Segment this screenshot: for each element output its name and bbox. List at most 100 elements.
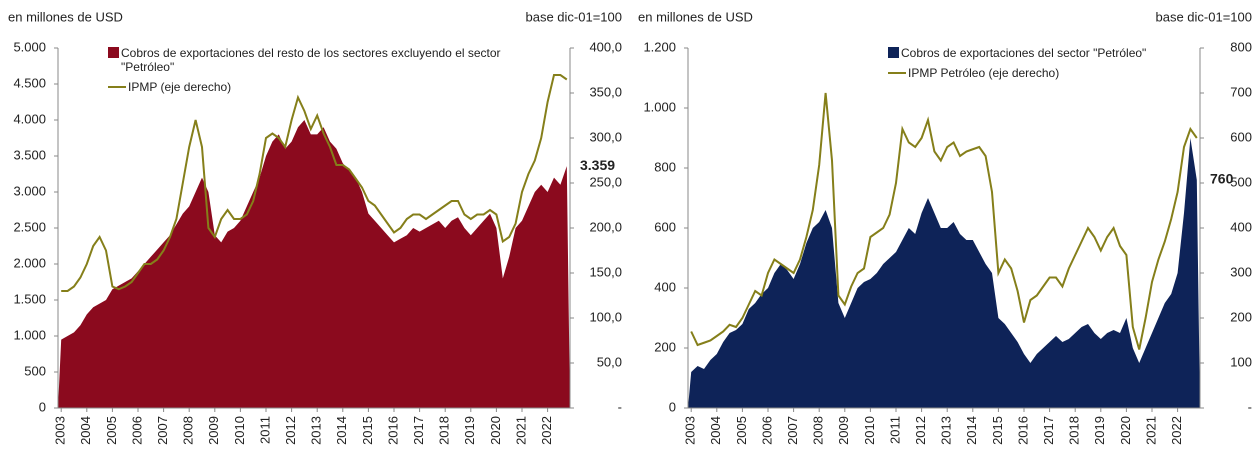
y2-tick-label: 400 <box>1230 219 1252 234</box>
y-tick-label: 0 <box>39 399 46 414</box>
x-tick-label: 2005 <box>734 416 749 445</box>
y-tick-label: 3.000 <box>13 183 46 198</box>
y2-tick-label: 200,0 <box>589 219 622 234</box>
x-tick-label: 2008 <box>181 416 196 445</box>
y-tick-label: 4.500 <box>13 75 46 90</box>
x-tick-label: 2022 <box>1169 416 1184 445</box>
x-tick-label: 2010 <box>862 416 877 445</box>
x-tick-label: 2018 <box>1067 416 1082 445</box>
legend-swatch <box>108 47 119 58</box>
x-tick-label: 2008 <box>811 416 826 445</box>
legend-item: Cobros de exportaciones del resto de los… <box>108 46 553 74</box>
y-tick-label: 500 <box>24 363 46 378</box>
x-tick-label: 2021 <box>1143 416 1158 445</box>
x-tick-label: 2007 <box>785 416 800 445</box>
x-tick-label: 2020 <box>1118 416 1133 445</box>
x-tick-label: 2012 <box>283 416 298 445</box>
x-tick-label: 2011 <box>887 416 902 444</box>
y-tick-label: 1.200 <box>643 39 676 54</box>
y-tick-label: 1.000 <box>13 327 46 342</box>
x-tick-label: 2007 <box>155 416 170 445</box>
y2-tick-label: 50,0 <box>597 354 622 369</box>
y2-tick-label: - <box>1248 399 1252 414</box>
y-tick-label: 2.000 <box>13 255 46 270</box>
y-tick-label: 200 <box>654 339 676 354</box>
y2-axis-title: base dic-01=100 <box>526 9 623 24</box>
y2-tick-label: 400,0 <box>589 39 622 54</box>
y2-tick-label: 350,0 <box>589 84 622 99</box>
x-tick-label: 2009 <box>206 416 221 445</box>
y-tick-label: 400 <box>654 279 676 294</box>
y2-axis-title: base dic-01=100 <box>1156 9 1253 24</box>
x-tick-label: 2019 <box>462 416 477 445</box>
x-tick-label: 2015 <box>360 416 375 445</box>
y2-tick-label: 250,0 <box>589 174 622 189</box>
x-tick-label: 2012 <box>913 416 928 445</box>
x-tick-label: 2013 <box>309 416 324 445</box>
legend-item: IPMP Petróleo (eje derecho) <box>888 66 1188 80</box>
x-tick-label: 2011 <box>257 416 272 444</box>
x-tick-label: 2019 <box>1092 416 1107 445</box>
y-tick-label: 1.000 <box>643 99 676 114</box>
legend: Cobros de exportaciones del sector "Petr… <box>888 46 1188 86</box>
x-tick-label: 2006 <box>759 416 774 445</box>
y2-tick-label: - <box>618 399 622 414</box>
legend-label: Cobros de exportaciones del resto de los… <box>121 46 501 74</box>
x-tick-label: 2021 <box>513 416 528 445</box>
y-axis-title: en millones de USD <box>8 9 123 24</box>
x-tick-label: 2009 <box>836 416 851 445</box>
x-tick-label: 2016 <box>1015 416 1030 445</box>
y-tick-label: 2.500 <box>13 219 46 234</box>
line <box>690 92 1198 350</box>
y2-tick-label: 100 <box>1230 354 1252 369</box>
y-tick-label: 800 <box>654 159 676 174</box>
y-tick-label: 1.500 <box>13 291 46 306</box>
y-tick-label: 0 <box>669 399 676 414</box>
legend-label: IPMP (eje derecho) <box>128 80 232 94</box>
legend-label: IPMP Petróleo (eje derecho) <box>908 66 1060 80</box>
y-tick-label: 600 <box>654 219 676 234</box>
y-tick-label: 5.000 <box>13 39 46 54</box>
y2-tick-label: 100,0 <box>589 309 622 324</box>
x-tick-label: 2005 <box>104 416 119 445</box>
x-tick-label: 2013 <box>939 416 954 445</box>
y-axis-title: en millones de USD <box>638 9 753 24</box>
y2-tick-label: 300 <box>1230 264 1252 279</box>
x-tick-label: 2004 <box>708 416 723 445</box>
y2-tick-label: 800 <box>1230 39 1252 54</box>
y-tick-label: 3.500 <box>13 147 46 162</box>
x-tick-label: 2020 <box>488 416 503 445</box>
x-tick-label: 2004 <box>78 416 93 445</box>
y2-tick-label: 300,0 <box>589 129 622 144</box>
legend-swatch <box>888 72 906 74</box>
x-tick-label: 2022 <box>539 416 554 445</box>
x-tick-label: 2014 <box>964 416 979 445</box>
legend-item: Cobros de exportaciones del sector "Petr… <box>888 46 1188 60</box>
annotation: 760 <box>1210 171 1234 187</box>
area <box>58 120 570 408</box>
legend-swatch <box>888 47 899 58</box>
y2-tick-label: 150,0 <box>589 264 622 279</box>
x-tick-label: 2006 <box>129 416 144 445</box>
x-tick-label: 2015 <box>990 416 1005 445</box>
x-tick-label: 2003 <box>53 416 68 445</box>
legend-label: Cobros de exportaciones del sector "Petr… <box>901 46 1147 60</box>
y2-tick-label: 500 <box>1230 174 1252 189</box>
legend-item: IPMP (eje derecho) <box>108 80 553 94</box>
legend: Cobros de exportaciones del resto de los… <box>108 46 553 100</box>
x-tick-label: 2018 <box>437 416 452 445</box>
line <box>61 74 568 292</box>
area <box>688 138 1200 408</box>
x-tick-label: 2017 <box>411 416 426 445</box>
y-tick-label: 4.000 <box>13 111 46 126</box>
x-tick-label: 2010 <box>232 416 247 445</box>
y2-tick-label: 200 <box>1230 309 1252 324</box>
x-tick-label: 2017 <box>1041 416 1056 445</box>
x-tick-label: 2016 <box>385 416 400 445</box>
annotation: 3.359 <box>580 157 615 173</box>
x-tick-label: 2003 <box>683 416 698 445</box>
y2-tick-label: 600 <box>1230 129 1252 144</box>
y2-tick-label: 700 <box>1230 84 1252 99</box>
